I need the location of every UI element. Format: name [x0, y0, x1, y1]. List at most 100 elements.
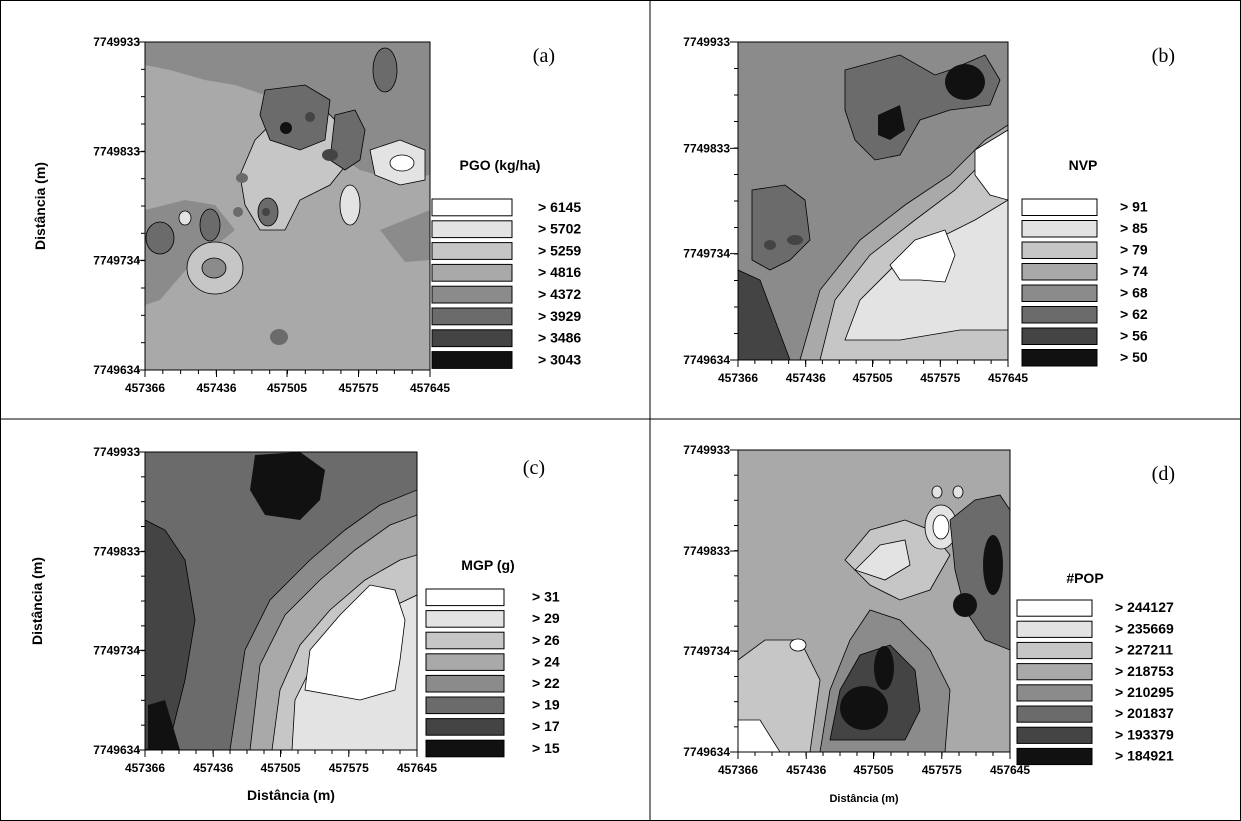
panel-d-legend-swatch: [1016, 705, 1093, 723]
panel-a-axes: (a) 7749634 7749734 7749833 7749933 457366 457…: [32, 35, 555, 395]
panel-c-legend-label: > 22: [532, 675, 560, 691]
panel-d-legend-swatch: [1016, 747, 1093, 766]
panel-a-legend-label: > 4816: [538, 264, 581, 280]
panel-a-legend-swatch: [431, 329, 513, 348]
panel-a-x-tick-label: 457505: [267, 381, 307, 395]
panel-c-x-tick-label: 457436: [193, 761, 233, 775]
panel-d: (d) 7749634 7749734 7749833 7749933 457366 457…: [683, 443, 1175, 805]
panel-b-y-tick-label: 7749933: [683, 35, 730, 49]
panel-a-contour-spot-4: [322, 149, 338, 161]
panel-d-y-tick-label: 7749833: [683, 544, 730, 558]
panel-c-label: (c): [523, 457, 545, 479]
panel-a-x-tick-label: 457645: [410, 381, 450, 395]
panel-d-contour-region-right: [949, 494, 1010, 651]
panel-c-contour-dark-corner: [148, 700, 180, 750]
panel-b-legend-swatch: [1021, 198, 1098, 216]
panel-b-legend-swatch: [1021, 284, 1098, 302]
panel-b-contour-spot-2: [878, 105, 905, 140]
panel-d-x-tick-label: 457645: [990, 763, 1030, 777]
panel-d-label: (d): [1152, 463, 1175, 485]
panel-a-legend-swatch: [431, 198, 513, 217]
panel-d-contour-map: [738, 450, 1010, 752]
panel-b-legend-swatch: [1021, 327, 1098, 345]
panel-c-x-tick-label: 457366: [125, 761, 165, 775]
panel-a-legend-label: > 5259: [538, 242, 581, 258]
panel-b-legend: NVP > 91 > 85 > 79 > 74 > 68 > 62 > 56 > 50: [1021, 157, 1148, 367]
panel-a-legend-label: > 3486: [538, 330, 581, 346]
panel-d-legend-title: #POP: [1066, 570, 1103, 586]
panel-c-legend-swatch: [425, 653, 505, 671]
panel-b-legend-swatch: [1021, 349, 1098, 367]
panel-c-legend-title: MGP (g): [461, 557, 514, 573]
panel-d-contour-region-top: [738, 450, 1010, 520]
panel-c-contour-dark-core: [250, 452, 325, 520]
panel-c-x-axis-title: Distância (m): [247, 787, 335, 803]
panel-d-legend-label: > 244127: [1115, 599, 1174, 615]
panel-c-legend-label: > 24: [532, 653, 560, 669]
panel-a-contour-spot-13: [270, 329, 288, 345]
panel-d-contour-spot-3: [983, 535, 1003, 595]
panel-a-legend-title: PGO (kg/ha): [460, 157, 541, 173]
panel-a-contour-spot-15: [233, 207, 243, 217]
panel-d-contour-spot-2: [932, 514, 950, 540]
panel-c-legend-label: > 26: [532, 632, 560, 648]
panel-a-contour-spot-6: [262, 208, 270, 216]
panel-b-y-tick-label: 7749634: [683, 353, 730, 367]
panel-c-legend-swatch: [425, 696, 505, 715]
panel-c-x-tick-label: 457645: [397, 761, 437, 775]
panel-a-contour-map: [145, 42, 430, 370]
panel-a-contour-spot-3: [305, 112, 315, 122]
panel-c-legend-swatch: [425, 610, 505, 628]
panel-c-legend-label: > 15: [532, 740, 560, 756]
panel-d-x-tick-label: 457505: [853, 763, 893, 777]
panel-a-contour-spot-2: [280, 122, 292, 134]
panel-a-x-tick-label: 457436: [196, 381, 236, 395]
panel-b-legend-label: > 74: [1120, 263, 1148, 279]
panel-d-contour-spot-4: [953, 593, 977, 617]
panel-c-legend-label: > 29: [532, 610, 560, 626]
panel-b-contour-spot-4: [787, 235, 803, 245]
panel-a-legend-swatch: [431, 285, 513, 304]
panel-b-legend-swatch: [1021, 306, 1098, 324]
panel-c-x-tick-label: 457505: [260, 761, 300, 775]
panel-b-legend-label: > 56: [1120, 328, 1148, 344]
panel-d-legend: #POP > 244127 > 235669 > 227211 > 218753 > 21…: [1016, 570, 1174, 766]
panel-a-contour-spot-10: [145, 221, 175, 255]
panel-d-contour-region-light: [854, 539, 911, 581]
panel-d-contour-spot-6: [874, 646, 894, 690]
panel-a-legend-swatch: [431, 307, 513, 326]
panel-a-y-tick-label: 7749734: [93, 253, 140, 267]
panel-c-legend: MGP (g) > 31 > 29 > 26 > 24 > 22 > 19 > 17 > 15: [425, 557, 560, 758]
panel-c-y-axis-title: Distância (m): [29, 557, 45, 645]
panel-d-axes: (d) 7749634 7749734 7749833 7749933 457366 457…: [683, 443, 1175, 805]
panel-d-legend-swatch: [1016, 726, 1093, 744]
panel-a-label: (a): [533, 45, 555, 67]
panel-c-legend-swatch: [425, 718, 505, 736]
panel-a-legend-label: > 3929: [538, 308, 581, 324]
panel-b-legend-label: > 62: [1120, 306, 1148, 322]
panel-d-legend-swatch: [1016, 684, 1093, 702]
panel-a-legend-swatch: [431, 351, 513, 369]
panel-c-x-tick-label: 457575: [329, 761, 369, 775]
panel-c-legend-swatch: [425, 588, 505, 607]
panel-d-contour-region-corner: [738, 719, 781, 752]
panel-a-legend-label: > 3043: [538, 351, 581, 367]
panel-c: (c) 7749634 7749734 7749833 7749933 457366 457…: [29, 445, 560, 803]
panel-d-legend-swatch: [1016, 663, 1093, 681]
panel-d-x-tick-label: 457436: [786, 763, 826, 777]
panel-d-legend-label: > 218753: [1115, 663, 1174, 679]
panel-a-contour-spot-1: [372, 47, 398, 93]
panel-a-y-tick-label: 7749833: [93, 145, 140, 159]
panel-c-y-tick-label: 7749933: [93, 445, 140, 459]
panel-d-contour-spot-9: [952, 485, 964, 499]
panel-a-contour-region-right: [380, 210, 430, 262]
panel-d-legend-label: > 227211: [1115, 642, 1173, 658]
panel-a-legend: PGO (kg/ha) > 6145 > 5702 > 5259 > 4816 > 437…: [431, 157, 581, 369]
panel-d-y-tick-label: 7749634: [683, 745, 730, 759]
panel-b-x-tick-label: 457505: [852, 371, 892, 385]
panel-b-legend-title: NVP: [1069, 157, 1098, 173]
panel-d-contour-spot-8: [931, 485, 943, 499]
panel-c-legend-label: > 19: [532, 697, 560, 713]
panel-c-contour-map: [145, 452, 417, 750]
